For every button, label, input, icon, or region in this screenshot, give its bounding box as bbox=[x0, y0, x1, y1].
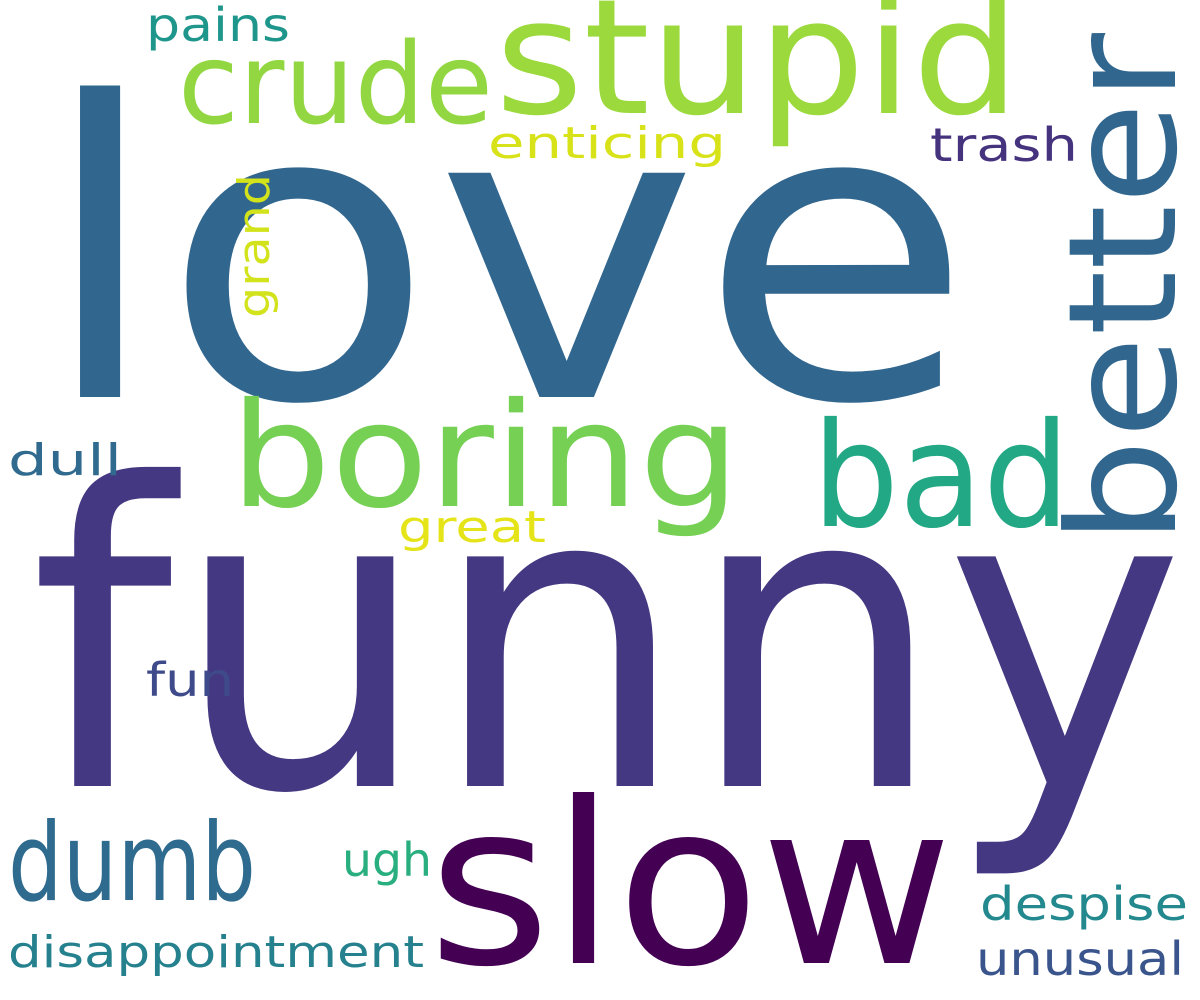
word-funny: funny bbox=[30, 397, 1185, 886]
word-love: love bbox=[38, 16, 973, 494]
word-pains: pains bbox=[146, 0, 290, 52]
word-slow: slow bbox=[428, 755, 953, 1000]
word-unusual: unusual bbox=[976, 932, 1184, 986]
word-better: better bbox=[1037, 33, 1200, 545]
word-stupid: stupid bbox=[495, 0, 1020, 151]
word-dumb: dumb bbox=[8, 801, 256, 926]
word-fun: fun bbox=[146, 653, 234, 707]
word-boring: boring bbox=[230, 372, 740, 541]
word-dull: dull bbox=[8, 435, 122, 486]
word-disappointment: disappointment bbox=[8, 927, 424, 978]
word-crude: crude bbox=[178, 20, 493, 150]
word-bad: bad bbox=[812, 392, 1070, 561]
word-great: great bbox=[398, 502, 546, 553]
word-enticing: enticing bbox=[488, 118, 726, 169]
word-despise: despise bbox=[980, 877, 1188, 931]
word-ugh: ugh bbox=[342, 833, 432, 887]
word-grand: grand bbox=[229, 174, 280, 318]
word-trash: trash bbox=[930, 118, 1078, 172]
